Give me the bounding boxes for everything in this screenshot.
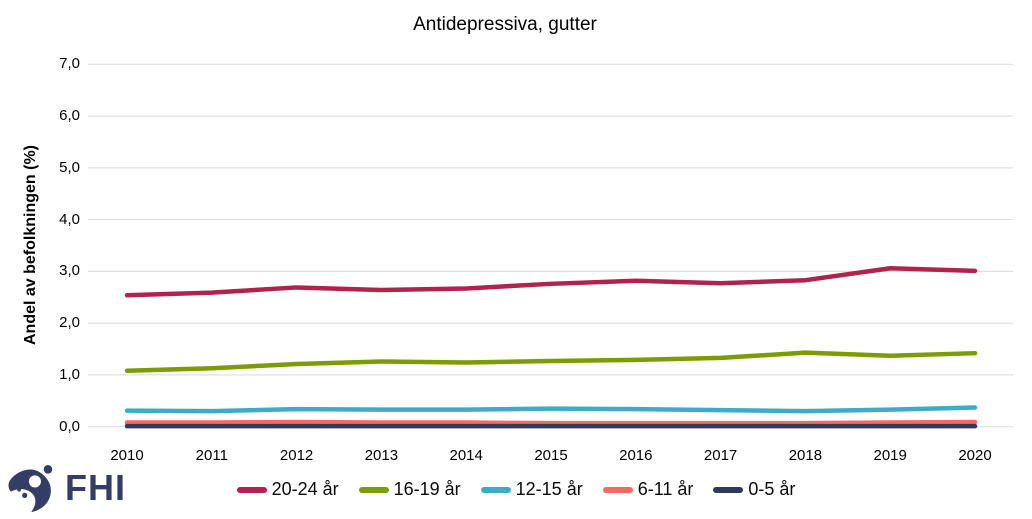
legend-label: 20-24 år [271,479,339,499]
x-tick-label: 2015 [534,447,568,464]
x-tick-label: 2013 [364,447,399,464]
legend-item: 20-24 år [236,479,339,500]
x-tick-label: 2020 [958,447,992,464]
y-tick-label: 5,0 [59,158,80,176]
legend-swatch [358,486,389,493]
x-tick-label: 2010 [110,447,144,464]
y-tick-label: 1,0 [59,365,80,383]
x-tick-label: 2011 [195,447,228,464]
legend-swatch [713,486,744,493]
y-tick-label: 2,0 [59,314,80,332]
x-tick-label: 2012 [279,447,314,464]
legend: 20-24 år 16-19 år 12-15 år 6-11 år 0-5 år [0,479,1032,500]
legend-label: 0-5 år [748,479,796,499]
legend-label: 16-19 år [393,479,461,499]
fhi-logo: FHI [7,459,126,515]
legend-item: 0-5 år [713,479,795,500]
x-tick-label: 2017 [703,447,738,464]
legend-item: 12-15 år [480,479,583,500]
legend-swatch [480,486,511,493]
y-tick-label: 6,0 [59,107,80,125]
legend-label: 6-11 år [637,479,694,499]
series-line-12-15-år [124,405,978,414]
series-line-20-24-år [124,266,978,298]
series-line-16-19-år [124,350,978,374]
x-tick-label: 2019 [873,447,907,464]
fhi-logo-icon [8,465,53,513]
x-tick-label: 2016 [619,447,653,464]
legend-item: 6-11 år [602,479,694,500]
legend-item: 16-19 år [358,479,461,500]
legend-swatch [602,486,633,493]
series-line-6-11-år [124,419,978,426]
y-tick-label: 3,0 [59,262,80,280]
legend-label: 12-15 år [515,479,583,499]
legend-swatch [236,486,267,493]
chart-title: Antidepressiva, gutter [413,14,597,35]
x-tick-label: 2014 [449,447,483,464]
y-tick-label: 0,0 [59,417,80,435]
fhi-logo-text: FHI [65,467,126,508]
y-tick-label: 7,0 [59,55,80,73]
y-tick-label: 4,0 [59,210,80,228]
x-tick-label: 2018 [788,447,823,464]
